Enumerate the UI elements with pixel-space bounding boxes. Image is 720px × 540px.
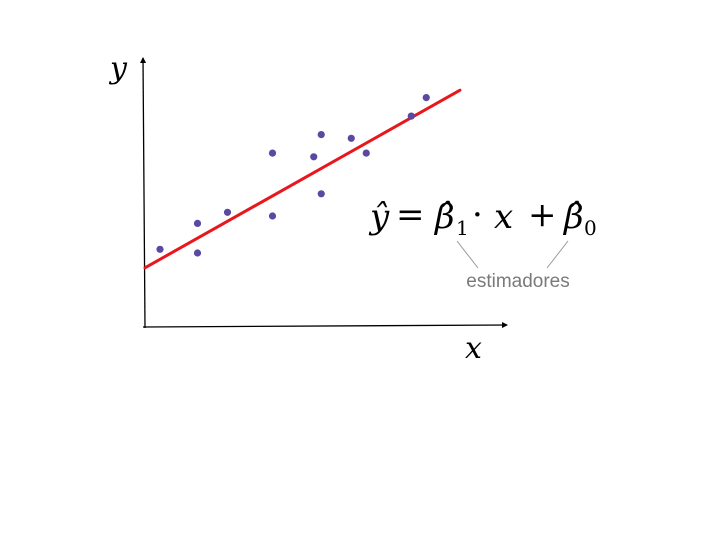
x-axis: [142, 322, 508, 329]
data-point-8: [317, 131, 325, 139]
equation-beta1-subscript: 1: [456, 216, 469, 240]
data-point-13: [422, 94, 430, 102]
x-axis-label: x: [465, 331, 482, 366]
equation-x: x: [494, 197, 513, 237]
y-axis-label: y: [108, 51, 128, 86]
equation-beta1: β̂: [433, 197, 455, 237]
data-point-4: [223, 208, 232, 216]
data-point-1: [156, 245, 164, 253]
data-point-7: [310, 153, 318, 161]
equation-y-hat: ŷ: [368, 197, 390, 237]
equation-dot: ·: [472, 195, 483, 235]
regression-equation: ŷ = β̂ 1 · x + β̂ 0: [368, 195, 597, 240]
data-point-2: [193, 219, 202, 227]
data-point-12: [407, 112, 415, 120]
y-axis: [140, 57, 147, 329]
data-point-5: [268, 149, 277, 157]
data-point-9: [317, 190, 325, 198]
leader-beta1: [456, 240, 479, 269]
equation-equals: =: [396, 195, 425, 235]
leader-beta0: [546, 240, 569, 269]
data-point-3: [193, 249, 202, 257]
regression-line: [143, 88, 462, 270]
data-point-11: [362, 149, 370, 157]
data-point-10: [347, 134, 355, 142]
equation-plus: +: [528, 195, 557, 235]
equation-beta0-subscript: 0: [584, 216, 597, 240]
equation-beta0: β̂: [562, 197, 584, 237]
estimators-label: estimadores: [466, 271, 570, 292]
data-points: [156, 94, 430, 257]
data-point-6: [268, 212, 277, 220]
